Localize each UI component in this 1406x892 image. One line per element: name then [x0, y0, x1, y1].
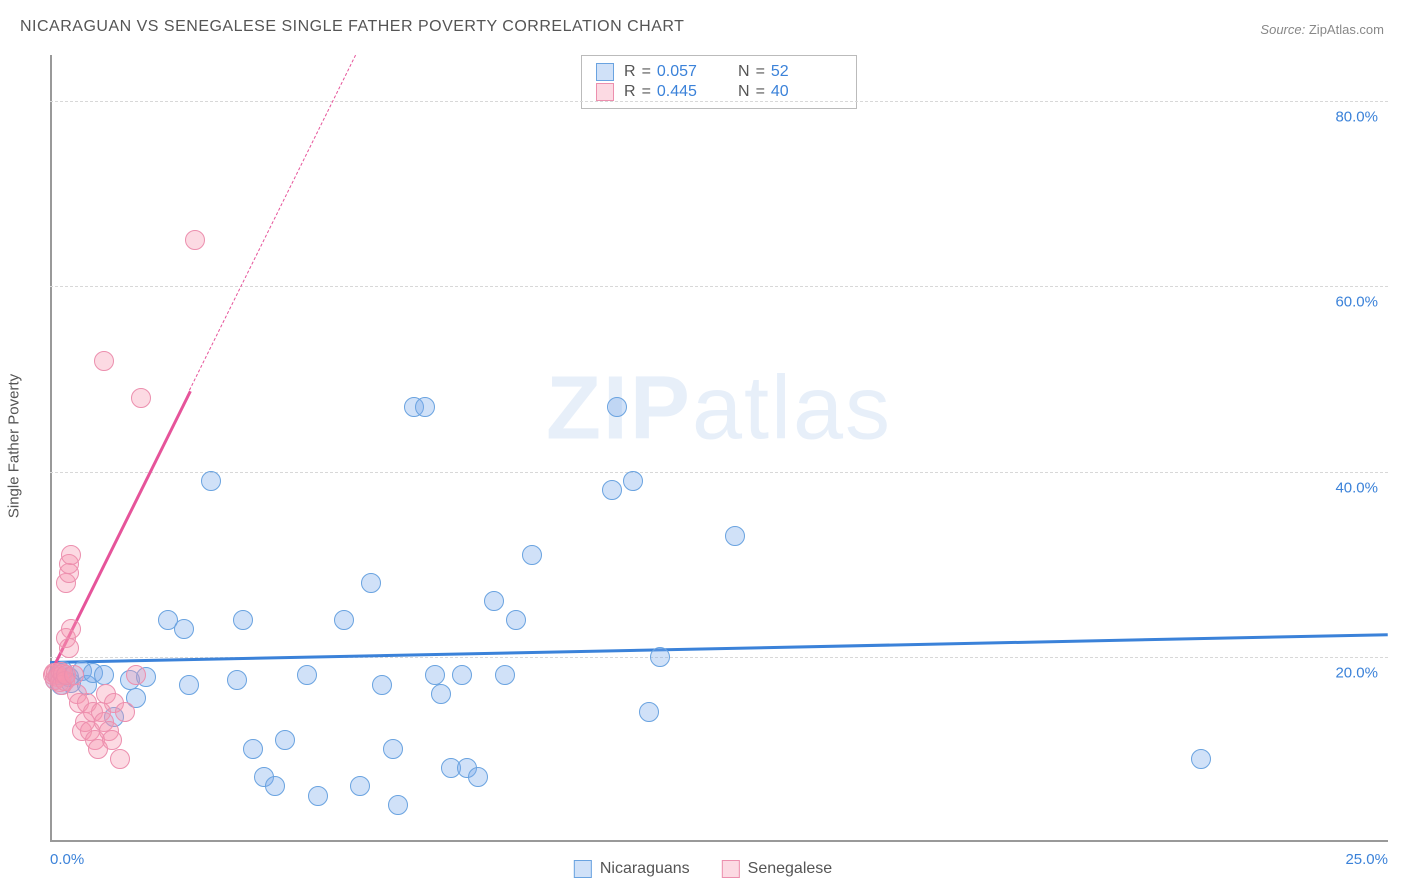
data-point: [725, 526, 745, 546]
series-swatch: [722, 860, 740, 878]
source-credit: Source: ZipAtlas.com: [1260, 22, 1384, 37]
data-point: [468, 767, 488, 787]
stat-r-value: 0.057: [657, 63, 697, 81]
legend-item: Senegalese: [722, 860, 833, 878]
data-point: [623, 471, 643, 491]
gridline: [50, 472, 1388, 473]
legend-item: Nicaraguans: [574, 860, 690, 878]
data-point: [1191, 749, 1211, 769]
gridline: [50, 286, 1388, 287]
eq-sign: =: [642, 63, 651, 81]
stat-r-label: R: [624, 83, 636, 101]
data-point: [243, 739, 263, 759]
stat-n-label: N: [738, 83, 750, 101]
y-tick-label: 40.0%: [1335, 479, 1378, 496]
series-swatch: [596, 63, 614, 81]
data-point: [639, 702, 659, 722]
data-point: [115, 702, 135, 722]
data-point: [94, 351, 114, 371]
series-swatch: [574, 860, 592, 878]
gridline: [50, 101, 1388, 102]
y-tick-label: 60.0%: [1335, 294, 1378, 311]
stat-r-label: R: [624, 63, 636, 81]
y-tick-label: 80.0%: [1335, 109, 1378, 126]
source-value: ZipAtlas.com: [1309, 22, 1384, 37]
data-point: [383, 739, 403, 759]
stat-n-value: 40: [771, 83, 789, 101]
legend-label: Senegalese: [748, 860, 833, 878]
data-point: [297, 665, 317, 685]
stats-row: R = 0.057 N = 52: [596, 62, 842, 82]
data-point: [506, 610, 526, 630]
watermark: ZIPatlas: [546, 358, 892, 461]
data-point: [484, 591, 504, 611]
data-point: [308, 786, 328, 806]
data-point: [61, 545, 81, 565]
data-point: [126, 665, 146, 685]
data-point: [131, 388, 151, 408]
data-point: [372, 675, 392, 695]
eq-sign: =: [756, 83, 765, 101]
data-point: [495, 665, 515, 685]
data-point: [102, 730, 122, 750]
data-point: [452, 665, 472, 685]
x-axis-line: [50, 840, 1388, 842]
eq-sign: =: [756, 63, 765, 81]
data-point: [388, 795, 408, 815]
source-label: Source:: [1260, 22, 1305, 37]
data-point: [94, 665, 114, 685]
x-tick-label: 25.0%: [1345, 851, 1388, 868]
series-swatch: [596, 83, 614, 101]
data-point: [275, 730, 295, 750]
data-point: [61, 619, 81, 639]
data-point: [64, 665, 84, 685]
eq-sign: =: [642, 83, 651, 101]
data-point: [185, 230, 205, 250]
data-point: [265, 776, 285, 796]
stats-row: R = 0.445 N = 40: [596, 82, 842, 102]
stat-r-value: 0.445: [657, 83, 697, 101]
data-point: [431, 684, 451, 704]
data-point: [602, 480, 622, 500]
data-point: [110, 749, 130, 769]
y-axis-label: Single Father Poverty: [6, 374, 23, 518]
x-tick-label: 0.0%: [50, 851, 84, 868]
legend-label: Nicaraguans: [600, 860, 690, 878]
page-title: NICARAGUAN VS SENEGALESE SINGLE FATHER P…: [20, 18, 684, 36]
data-point: [425, 665, 445, 685]
data-point: [59, 638, 79, 658]
data-point: [227, 670, 247, 690]
trendline: [50, 634, 1388, 665]
data-point: [179, 675, 199, 695]
data-point: [350, 776, 370, 796]
stat-n-label: N: [738, 63, 750, 81]
data-point: [201, 471, 221, 491]
series-legend: Nicaraguans Senegalese: [574, 860, 832, 878]
stat-n-value: 52: [771, 63, 789, 81]
data-point: [650, 647, 670, 667]
data-point: [522, 545, 542, 565]
data-point: [361, 573, 381, 593]
y-axis-line: [50, 55, 52, 842]
data-point: [233, 610, 253, 630]
data-point: [334, 610, 354, 630]
trendline-dashed: [189, 55, 356, 390]
data-point: [174, 619, 194, 639]
y-tick-label: 20.0%: [1335, 664, 1378, 681]
data-point: [607, 397, 627, 417]
chart-plot-area: ZIPatlas R = 0.057 N = 52 R = 0.445 N = 40 20.0% 40.…: [50, 55, 1388, 842]
watermark-atlas: atlas: [692, 359, 892, 459]
data-point: [415, 397, 435, 417]
